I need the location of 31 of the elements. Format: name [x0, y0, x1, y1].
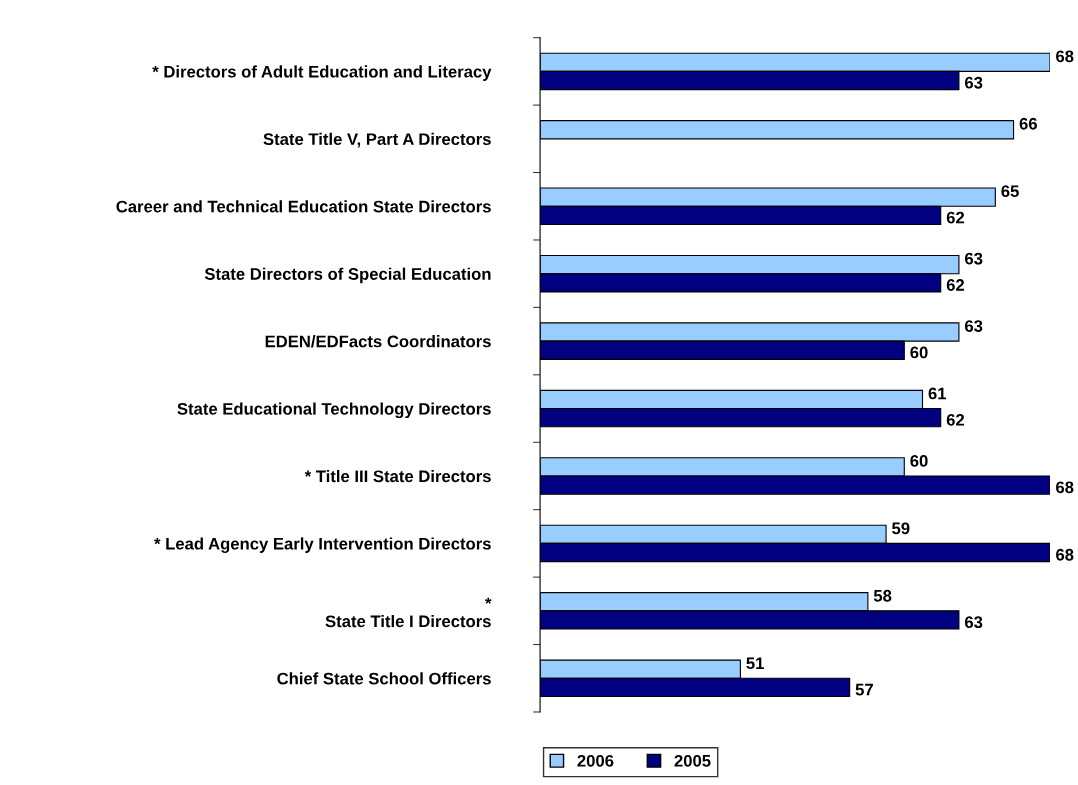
data-label: 63 — [964, 252, 983, 265]
data-label: 58 — [873, 589, 892, 602]
y-tick-label: Career and Technical Education State Directors — [116, 200, 491, 213]
data-label: 63 — [964, 616, 983, 629]
y-tick-label: State Educational Technology Directors — [177, 402, 491, 419]
y-tick-label: State Directors of Special Education — [204, 267, 491, 284]
legend-label: 2006 — [577, 754, 614, 767]
data-label: 61 — [928, 387, 947, 400]
data-label: 59 — [892, 522, 910, 535]
legend-label: 2005 — [674, 754, 711, 767]
data-label: 63 — [964, 320, 983, 332]
data-label: 57 — [855, 683, 873, 696]
data-label: 62 — [946, 279, 965, 291]
y-tick-label: * Title III State Directors — [304, 469, 491, 483]
data-label: 62 — [946, 413, 965, 426]
data-label: 68 — [1056, 481, 1074, 494]
data-label: 63 — [964, 76, 983, 89]
data-label: 65 — [1001, 185, 1019, 198]
data-label: 60 — [910, 346, 928, 359]
y-tick-label: EDEN/EDFacts Coordinators — [265, 335, 491, 348]
data-label: 68 — [1056, 548, 1074, 561]
data-label: 66 — [1019, 117, 1037, 130]
y-tick-label: State Title V, Part A Directors — [263, 132, 491, 148]
y-tick-label: * Directors of Adult Education and Literacy — [152, 65, 492, 81]
data-label: 60 — [910, 455, 928, 467]
y-tick-label: * Lead Agency Early Intervention Directors — [154, 537, 491, 553]
data-label: 68 — [1056, 50, 1074, 63]
y-tick-label: Chief State School Officers — [277, 672, 491, 685]
data-label: 51 — [746, 657, 764, 670]
data-label: 62 — [946, 211, 965, 224]
y-tick-label: * State Title I Directors — [325, 597, 492, 628]
